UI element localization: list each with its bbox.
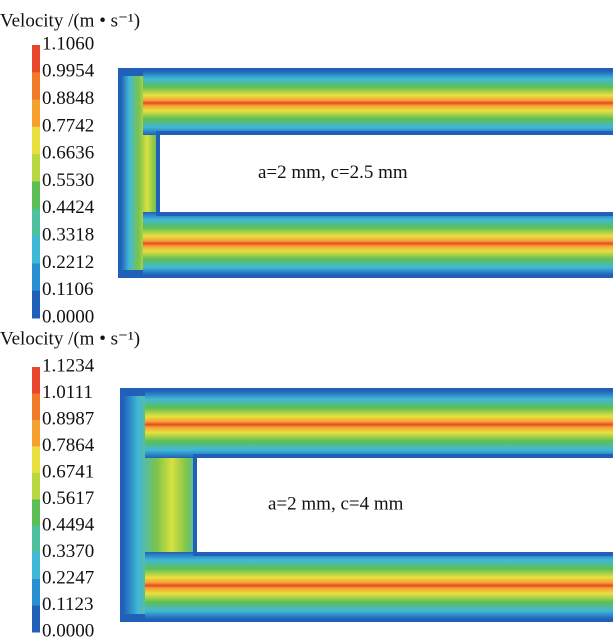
colorbar-band [32, 526, 40, 553]
colorbar-label: 1.1234 [42, 355, 95, 376]
colorbar-band [32, 208, 40, 237]
colorbar-label: 0.0000 [42, 620, 94, 641]
annotation: a=2 mm, c=4 mm [268, 493, 404, 514]
colorbar-label: 0.6741 [42, 461, 94, 482]
colorbar-label: 0.7864 [42, 435, 95, 456]
colorbar-band [32, 420, 40, 447]
colorbar-band [32, 99, 40, 128]
annotation: a=2 mm, c=2.5 mm [258, 162, 408, 183]
top-channel [143, 71, 613, 135]
colorbar-label: 0.4494 [42, 514, 95, 535]
bottom-channel [143, 212, 613, 275]
colorbar-label: 1.0111 [42, 382, 93, 403]
colorbar-label: 0.2247 [42, 567, 94, 588]
colorbar-title: Velocity /(m • s⁻¹) [0, 328, 140, 349]
colorbar-label: 0.8987 [42, 408, 94, 429]
colorbar-label: 0.1123 [42, 594, 94, 615]
colorbar-label: 0.4424 [42, 197, 95, 218]
colorbar-label: 0.1106 [42, 279, 94, 300]
colorbar-label: 0.5530 [42, 170, 94, 191]
colorbar-band [32, 236, 40, 264]
colorbar-band [32, 473, 40, 500]
colorbar-band [32, 45, 40, 73]
colorbar-band [32, 552, 40, 580]
colorbar-label: 0.8848 [42, 88, 94, 109]
top-channel [145, 391, 613, 458]
colorbar-band [32, 367, 40, 394]
inner-solid [160, 135, 613, 212]
colorbar-band [32, 605, 40, 633]
colorbar-label: 0.7742 [42, 115, 94, 136]
colorbar-band [32, 154, 40, 182]
colorbar-label: 0.2212 [42, 252, 94, 273]
colorbar-label: 0.6636 [42, 143, 94, 164]
inner-solid [197, 458, 613, 552]
colorbar-band [32, 579, 40, 606]
colorbar-label: 0.9954 [42, 61, 95, 82]
colorbar-band [32, 126, 40, 155]
colorbar-band [32, 72, 40, 101]
colorbar-label: 0.0000 [42, 306, 94, 327]
colorbar-title: Velocity /(m • s⁻¹) [0, 10, 140, 31]
bottom-channel [145, 552, 613, 619]
colorbar-band [32, 181, 40, 210]
colorbar-label: 0.5617 [42, 488, 94, 509]
colorbar-band [32, 499, 40, 527]
colorbar-label: 0.3370 [42, 541, 94, 562]
colorbar-band [32, 393, 40, 421]
colorbar-label: 1.1060 [42, 33, 94, 54]
colorbar-band [32, 446, 40, 474]
colorbar-band [32, 290, 40, 319]
colorbar-label: 0.3318 [42, 224, 94, 245]
colorbar-band [32, 263, 40, 292]
